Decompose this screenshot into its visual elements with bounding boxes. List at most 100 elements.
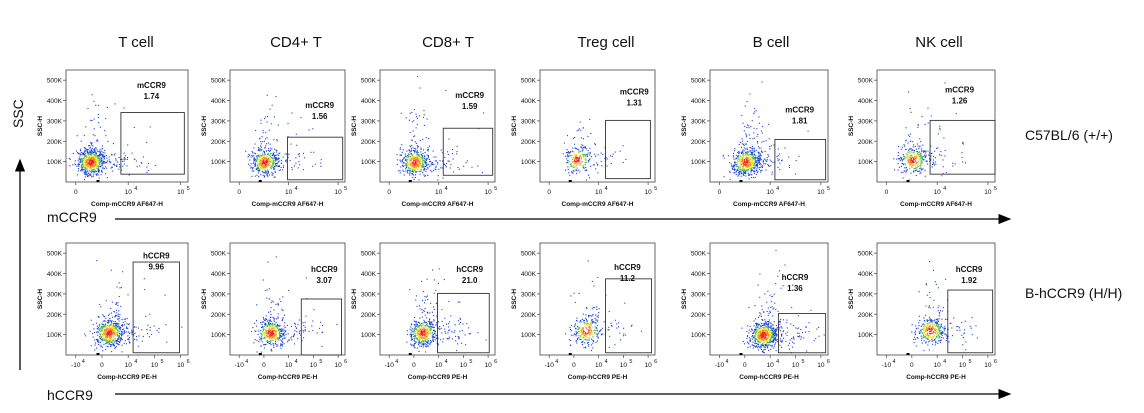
svg-text:10: 10 <box>984 189 992 196</box>
y-tick-label: 300K <box>47 291 63 298</box>
y-tick-label: 400K <box>691 271 707 278</box>
x-tick-label: 10 5 <box>484 186 497 196</box>
x-axis-label: Comp-hCCR9 PE-H <box>906 374 966 381</box>
x-tick-label: 0 <box>718 189 722 196</box>
x-tick-label: 10 5 <box>984 186 997 196</box>
svg-text:10: 10 <box>177 189 185 196</box>
svg-text:5: 5 <box>654 186 657 192</box>
gate-name-label: mCCR9 <box>455 91 484 100</box>
x-tick-label: 10 5 <box>959 359 972 369</box>
svg-text:4: 4 <box>605 186 608 192</box>
gate-percent-label: 1.81 <box>792 117 808 126</box>
x-tick-label: 10 4 <box>767 186 780 196</box>
gate-box <box>132 261 180 354</box>
x-axis-label: Comp-mCCR9 AF647-H <box>252 201 324 208</box>
y-tick-label: 100K <box>47 159 63 166</box>
svg-text:0: 0 <box>412 362 416 369</box>
y-tick-label: 100K <box>691 159 707 166</box>
axis-marker <box>568 180 572 182</box>
event-dots <box>911 260 978 352</box>
y-axis-label: SSC-H <box>201 289 208 310</box>
x-tick-label: -10 4 <box>384 359 398 369</box>
event-dots <box>562 118 627 181</box>
column-title-treg: Treg cell <box>577 34 635 51</box>
y-tick-label: 300K <box>691 118 707 125</box>
svg-text:0: 0 <box>74 189 78 196</box>
x-tick-label: 10 4 <box>125 186 138 196</box>
mccr9-axis-name: mCCR9 <box>47 209 97 225</box>
svg-text:0: 0 <box>262 362 266 369</box>
gate-percent-label: 1.56 <box>312 112 328 121</box>
gate-box <box>605 278 652 354</box>
svg-text:4: 4 <box>134 359 137 365</box>
svg-text:10: 10 <box>460 362 468 369</box>
x-axis-label: Comp-mCCR9 AF647-H <box>900 201 972 208</box>
y-tick-label: 300K <box>211 118 227 125</box>
y-axis-label: SSC-H <box>37 116 44 137</box>
y-tick-label: 200K <box>858 139 874 146</box>
y-axis-label: SSC-H <box>511 289 518 310</box>
gate-name-label: hCCR9 <box>614 263 641 272</box>
gate-percent-label: 21.0 <box>462 276 478 285</box>
y-axis-label: SSC-H <box>511 116 518 137</box>
x-axis-label: Comp-hCCR9 PE-H <box>739 374 799 381</box>
x-tick-label: 10 5 <box>644 186 657 196</box>
gate-name-label: mCCR9 <box>305 101 334 110</box>
y-axis-label: SSC-H <box>681 289 688 310</box>
gate-box <box>287 136 344 181</box>
svg-text:4: 4 <box>943 186 946 192</box>
x-tick-label: 0 <box>885 189 889 196</box>
y-tick-label: 200K <box>211 312 227 319</box>
svg-text:5: 5 <box>187 186 190 192</box>
gate-box <box>120 112 185 175</box>
column-title-t-cell: T cell <box>118 34 154 51</box>
gate-box <box>777 313 827 354</box>
y-tick-label: 200K <box>858 312 874 319</box>
y-axis-label: SSC-H <box>681 116 688 137</box>
x-tick-label: -10 4 <box>544 359 558 369</box>
y-tick-label: 400K <box>211 271 227 278</box>
y-axis-label: SSC-H <box>848 289 855 310</box>
x-tick-label: 10 4 <box>285 186 298 196</box>
x-tick-label: 10 5 <box>177 186 190 196</box>
y-axis-label: SSC-H <box>201 116 208 137</box>
y-tick-label: 200K <box>361 312 377 319</box>
plot-frame <box>65 242 189 356</box>
gate-box <box>437 292 490 354</box>
gate-percent-label: 1.31 <box>627 99 643 108</box>
svg-text:5: 5 <box>160 359 163 365</box>
plot-frame <box>539 69 656 183</box>
svg-text:10: 10 <box>644 189 652 196</box>
axis-marker <box>96 353 100 355</box>
gate-box <box>929 119 996 175</box>
axis-marker <box>568 353 572 355</box>
event-dots <box>565 260 643 352</box>
gate-name-label: hCCR9 <box>311 265 338 274</box>
svg-text:4: 4 <box>445 186 448 192</box>
y-tick-label: 100K <box>361 332 377 339</box>
y-tick-label: 400K <box>361 271 377 278</box>
event-dots <box>84 259 183 353</box>
plot-frame <box>709 69 829 183</box>
y-tick-label: 100K <box>858 159 874 166</box>
gate-percent-label: 11.2 <box>620 274 636 283</box>
x-tick-label: 0 <box>412 362 416 369</box>
x-tick-label: 0 <box>910 362 914 369</box>
gate-name-label: hCCR9 <box>782 273 809 282</box>
y-tick-label: 100K <box>361 159 377 166</box>
axis-marker <box>258 180 262 182</box>
gate-name-label: hCCR9 <box>956 265 983 274</box>
event-dots <box>396 75 485 181</box>
x-axis-label: Comp-hCCR9 PE-H <box>258 374 318 381</box>
svg-text:10: 10 <box>125 362 133 369</box>
y-tick-label: 500K <box>521 78 537 85</box>
svg-text:10: 10 <box>435 362 443 369</box>
x-tick-label: 10 5 <box>817 186 830 196</box>
svg-text:10: 10 <box>177 362 185 369</box>
y-tick-label: 100K <box>211 332 227 339</box>
